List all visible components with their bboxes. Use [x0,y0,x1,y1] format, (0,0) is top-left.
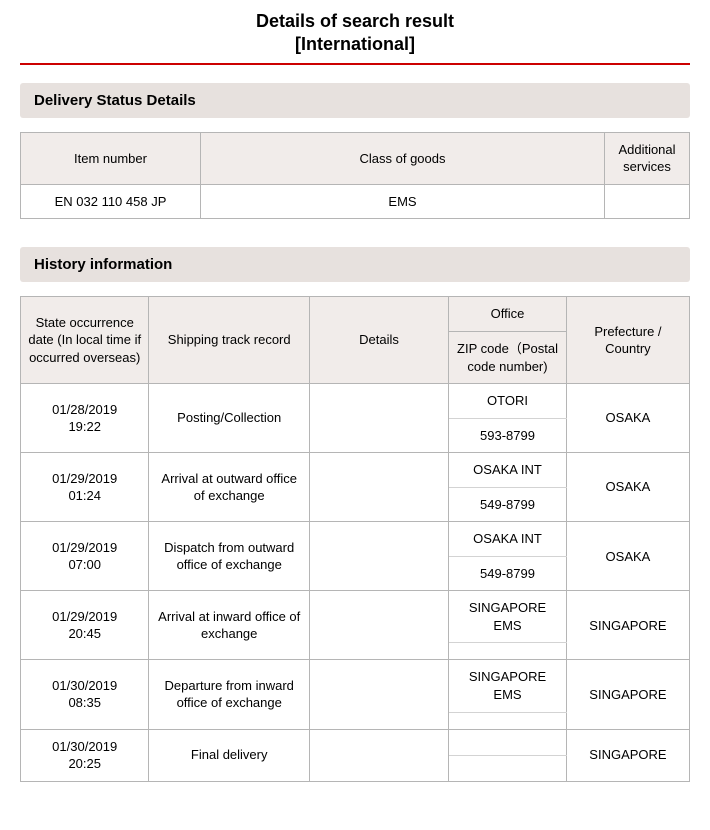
history-col-office: Office [449,297,567,332]
history-prefecture: OSAKA [566,522,689,591]
history-date: 01/29/201901:24 [21,453,149,522]
history-zip [449,755,567,781]
history-row: 01/29/201907:00Dispatch from outward off… [21,522,690,557]
history-date: 01/28/201919:22 [21,384,149,453]
history-zip: 549-8799 [449,487,567,522]
history-table: State occurrence date (In local time if … [20,296,690,781]
title-rule [20,63,690,65]
history-zip: 549-8799 [449,556,567,591]
history-section-header: History information [20,247,690,282]
history-row: 01/28/201919:22Posting/CollectionOTORIOS… [21,384,690,419]
history-office: OSAKA INT [449,522,567,557]
page-title-line1: Details of search result [256,11,454,31]
history-office: OTORI [449,384,567,419]
page-container: Details of search result [International]… [0,0,710,830]
history-details [309,453,448,522]
history-row: 01/29/201901:24Arrival at outward office… [21,453,690,488]
history-header-row-1: State occurrence date (In local time if … [21,297,690,332]
status-col-item: Item number [21,132,201,184]
history-col-date: State occurrence date (In local time if … [21,297,149,384]
history-details [309,522,448,591]
page-title-line2: [International] [295,34,415,54]
status-section-header: Delivery Status Details [20,83,690,118]
history-prefecture: OSAKA [566,453,689,522]
history-date: 01/30/201920:25 [21,729,149,781]
history-prefecture: SINGAPORE [566,660,689,729]
history-track: Arrival at inward office of exchange [149,591,310,660]
history-track: Arrival at outward office of exchange [149,453,310,522]
history-office: SINGAPORE EMS [449,591,567,643]
status-class: EMS [201,184,605,219]
history-col-zip: ZIP code（Postal code number) [449,331,567,383]
history-prefecture: OSAKA [566,384,689,453]
history-prefecture: SINGAPORE [566,729,689,781]
history-row: 01/29/201920:45Arrival at inward office … [21,591,690,643]
history-zip [449,712,567,729]
history-date: 01/29/201920:45 [21,591,149,660]
history-row: 01/30/201908:35Departure from inward off… [21,660,690,712]
history-row: 01/30/201920:25Final deliverySINGAPORE [21,729,690,755]
history-office: OSAKA INT [449,453,567,488]
history-col-track: Shipping track record [149,297,310,384]
status-row: EN 032 110 458 JP EMS [21,184,690,219]
history-col-pref: Prefecture / Country [566,297,689,384]
history-zip: 593-8799 [449,418,567,453]
history-track: Departure from inward office of exchange [149,660,310,729]
history-track: Dispatch from outward office of exchange [149,522,310,591]
status-services [605,184,690,219]
history-details [309,660,448,729]
history-zip [449,643,567,660]
history-office [449,729,567,755]
history-track: Posting/Collection [149,384,310,453]
history-details [309,384,448,453]
history-prefecture: SINGAPORE [566,591,689,660]
status-item-number: EN 032 110 458 JP [21,184,201,219]
status-header-row: Item number Class of goods Additional se… [21,132,690,184]
history-details [309,591,448,660]
history-col-detail: Details [309,297,448,384]
status-col-services: Additional services [605,132,690,184]
history-track: Final delivery [149,729,310,781]
history-office: SINGAPORE EMS [449,660,567,712]
page-title: Details of search result [International] [20,10,690,63]
history-date: 01/29/201907:00 [21,522,149,591]
history-date: 01/30/201908:35 [21,660,149,729]
status-col-class: Class of goods [201,132,605,184]
status-table: Item number Class of goods Additional se… [20,132,690,220]
history-details [309,729,448,781]
